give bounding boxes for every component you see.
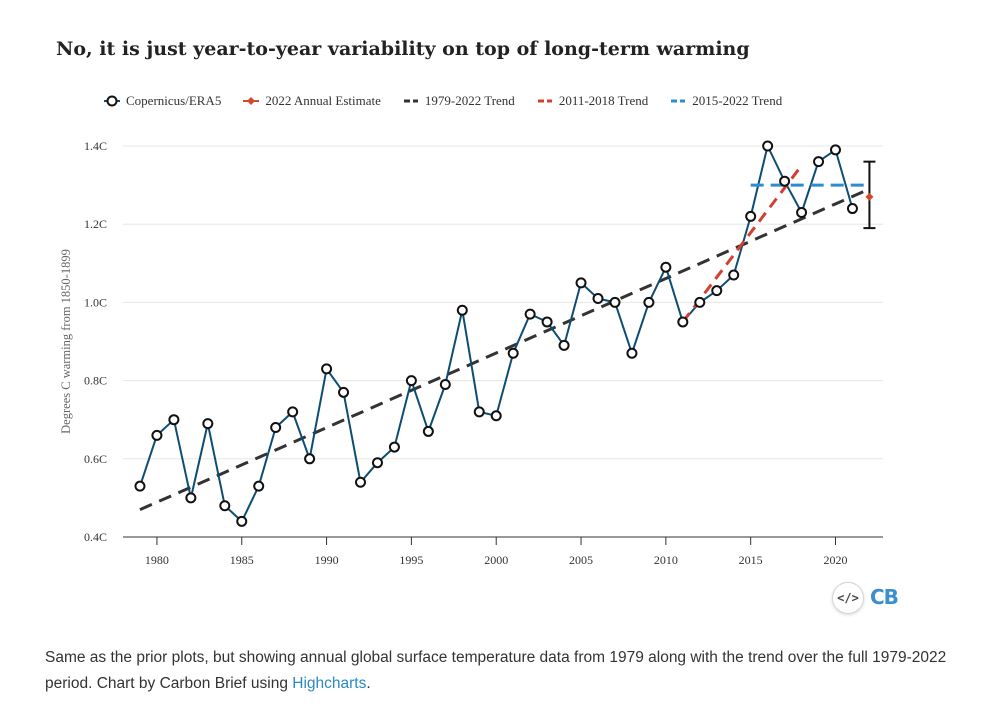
data-point	[745, 210, 757, 222]
legend-label: 1979-2022 Trend	[424, 93, 515, 108]
data-point	[779, 175, 791, 187]
x-tick-label: 2020	[824, 553, 848, 567]
data-point	[524, 308, 536, 320]
data-point	[338, 386, 350, 398]
data-point	[439, 379, 451, 391]
data-point	[541, 316, 553, 328]
data-point	[728, 269, 740, 281]
legend-label: 2011-2018 Trend	[558, 93, 649, 108]
data-point	[304, 453, 316, 465]
y-tick-label: 1.2C	[84, 217, 107, 231]
y-axis-label: Degrees C warming from 1850-1899	[59, 249, 73, 434]
data-point	[253, 480, 265, 492]
data-point	[287, 406, 299, 418]
chart-area: 0.4C 0.6C 0.8C 1.0C 1.2C 1.4C 1980 1985 1990 1995…	[59, 139, 883, 567]
x-tick-label: 2015	[739, 553, 763, 567]
carbon-brief-logo: CB	[870, 585, 899, 609]
data-point	[592, 292, 604, 304]
data-point	[711, 285, 723, 297]
legend-label: 2022 Annual Estimate	[265, 93, 381, 108]
data-point	[405, 375, 417, 387]
data-point	[846, 203, 858, 215]
data-point	[151, 429, 163, 441]
x-tick-label: 1995	[399, 553, 423, 567]
legend-circle-marker-icon	[104, 95, 120, 107]
data-point	[813, 156, 825, 168]
legend-item-2015-2022-trend[interactable]: 2015-2022 Trend	[670, 93, 782, 109]
data-point	[609, 296, 621, 308]
data-point	[456, 304, 468, 316]
y-tick-label: 1.0C	[84, 295, 107, 309]
legend-item-1979-2022-trend[interactable]: 1979-2022 Trend	[403, 93, 515, 109]
x-tick-label: 1980	[145, 553, 169, 567]
y-tick-label: 0.8C	[84, 374, 107, 388]
data-point	[168, 414, 180, 426]
highcharts-link[interactable]: Highcharts	[292, 675, 367, 692]
legend-label: 2015-2022 Trend	[692, 93, 783, 108]
legend-label: Copernicus/ERA5	[126, 93, 222, 108]
data-point	[677, 316, 689, 328]
series-line-era5	[139, 145, 854, 523]
trend-line-1979-2022	[139, 187, 871, 512]
legend-dash-marker-icon	[671, 99, 686, 103]
x-tick-label: 2005	[569, 553, 593, 567]
legend: Copernicus/ERA5 2022 Annual Estimate 197…	[104, 91, 804, 111]
data-point	[371, 457, 383, 469]
legend-item-copernicus[interactable]: Copernicus/ERA5	[104, 93, 221, 109]
chart-title: No, it is just year-to-year variability …	[56, 38, 750, 60]
x-tick-label: 1990	[315, 553, 339, 567]
data-point	[626, 347, 638, 359]
data-point	[762, 140, 774, 152]
legend-diamond-marker-icon	[243, 97, 260, 105]
data-point	[236, 515, 248, 527]
data-point	[202, 418, 214, 430]
x-tick-label: 1985	[230, 553, 254, 567]
y-tick-label: 1.4C	[84, 139, 107, 153]
data-point	[507, 347, 519, 359]
legend-dash-marker-icon	[537, 99, 552, 103]
data-point	[490, 410, 502, 422]
data-point	[575, 277, 587, 289]
data-point	[388, 441, 400, 453]
embed-code-button[interactable]: </>	[832, 582, 864, 614]
estimate-2022-marker	[865, 192, 874, 201]
y-tick-label: 0.4C	[84, 530, 107, 544]
data-point	[355, 476, 366, 488]
data-point	[219, 500, 231, 512]
x-tick-label: 2000	[484, 553, 508, 567]
data-point	[473, 406, 485, 418]
legend-item-2011-2018-trend[interactable]: 2011-2018 Trend	[537, 93, 648, 109]
data-point	[134, 480, 146, 492]
chart-caption: Same as the prior plots, but showing ann…	[45, 645, 965, 697]
data-point	[660, 261, 672, 273]
data-point	[321, 363, 333, 375]
trend-line-2011-2018	[681, 164, 803, 323]
data-point	[422, 425, 434, 437]
data-point	[185, 492, 197, 504]
x-tick-label: 2010	[654, 553, 678, 567]
caption-end: .	[366, 675, 371, 692]
code-icon: </>	[837, 591, 859, 605]
legend-item-2022-estimate[interactable]: 2022 Annual Estimate	[243, 93, 381, 109]
data-point	[796, 206, 808, 218]
caption-text: Same as the prior plots, but showing ann…	[45, 649, 947, 692]
data-point	[694, 296, 706, 308]
data-point	[643, 296, 655, 308]
data-point	[270, 422, 282, 434]
legend-dash-marker-icon	[403, 99, 418, 103]
y-tick-label: 0.6C	[84, 452, 107, 466]
data-point	[830, 144, 841, 156]
data-point	[558, 339, 570, 351]
